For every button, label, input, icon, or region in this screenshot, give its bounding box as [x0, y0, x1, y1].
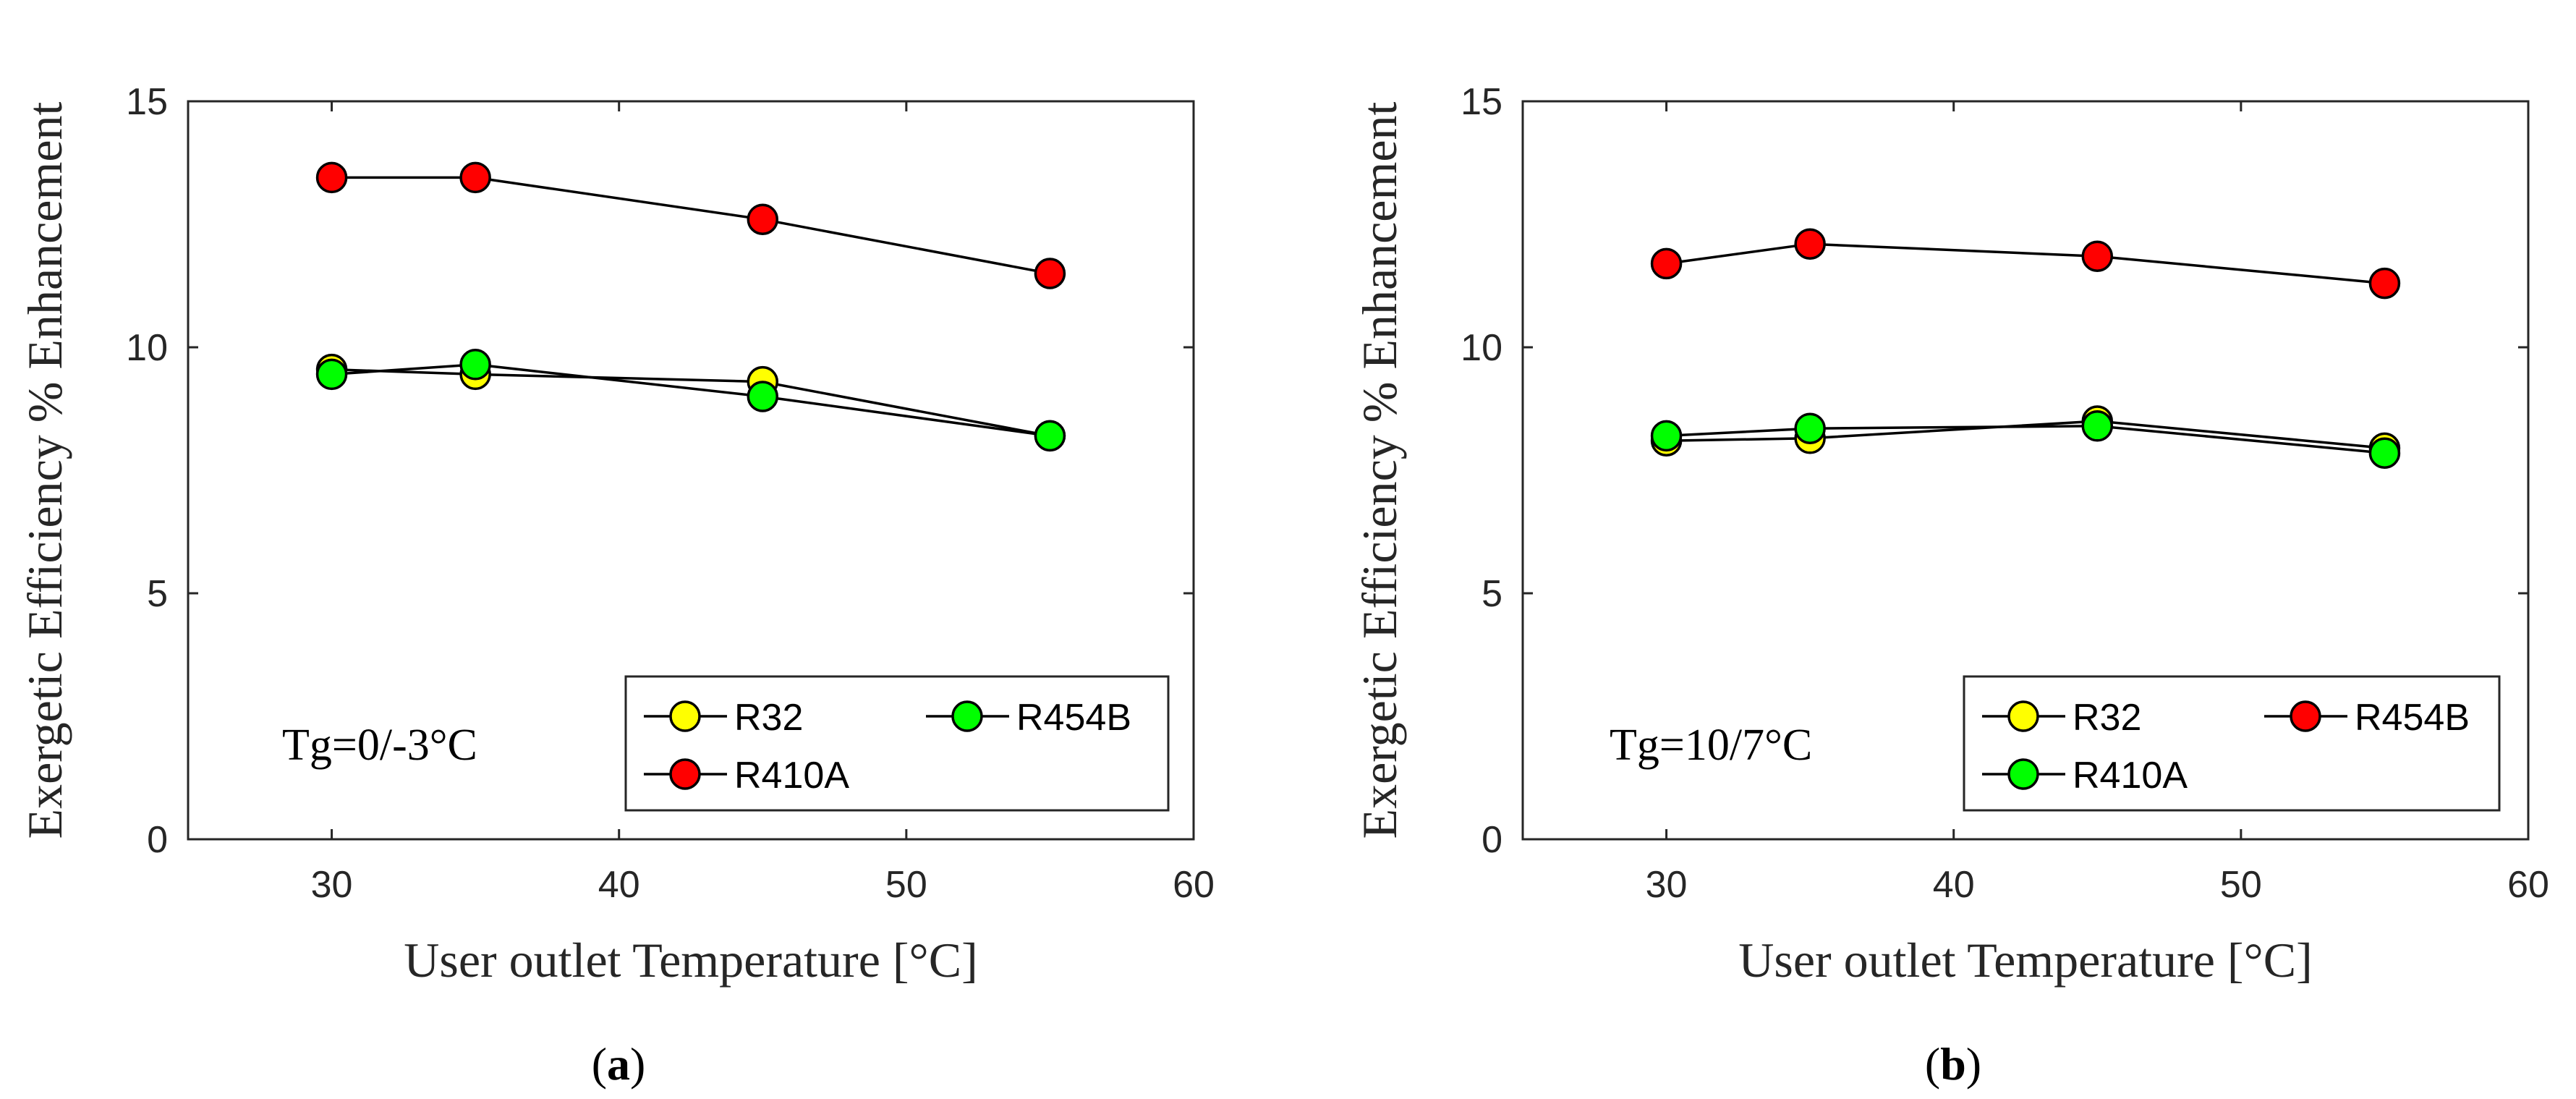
y-axis-label: Exergetic Efficiency % Enhancement: [1352, 101, 1407, 839]
legend: R32 R454B R410A: [624, 675, 1170, 812]
legend-label-r454b: R454B: [2355, 697, 2470, 739]
legend-marker-r410a: [2007, 758, 2039, 790]
data-point-r454b: [315, 358, 348, 391]
legend-marker-r454b: [2290, 700, 2321, 732]
panel-caption: (a): [592, 1038, 646, 1090]
y-tick-label: 5: [1482, 573, 1502, 615]
data-point-r410a: [2368, 437, 2401, 469]
x-tick-label: 40: [598, 864, 640, 906]
data-point-r410a: [1034, 258, 1066, 289]
x-tick-label: 60: [2507, 864, 2549, 906]
caption-open-paren: (: [1925, 1038, 1940, 1090]
caption-close-paren: ): [630, 1038, 645, 1090]
legend: R32 R454B R410A: [1963, 675, 2501, 812]
x-tick-label: 30: [1646, 864, 1688, 906]
legend-marker-r454b: [951, 700, 983, 732]
series-line-r454b: [331, 363, 1050, 438]
data-point-r454b: [459, 349, 491, 381]
legend-label-r32: R32: [734, 697, 803, 739]
series-line-r454b: [1666, 242, 2385, 285]
y-tick-label: 0: [1482, 819, 1502, 861]
x-tick-label: 50: [885, 864, 927, 906]
panel-a: 30 40 50 60 0 5 10 15 User outlet Temperature [°…: [17, 81, 1215, 1090]
legend-box: [624, 675, 1170, 812]
condition-annotation: Tg=10/7°C: [1610, 721, 1812, 770]
y-tick-label: 10: [126, 327, 168, 369]
x-axis-label: User outlet Temperature [°C]: [1738, 933, 2312, 988]
caption-close-paren: ): [1966, 1038, 1981, 1090]
panel-caption: (b): [1925, 1038, 1981, 1090]
data-point-r454b: [1034, 420, 1066, 452]
legend-label-r410a: R410A: [2073, 755, 2188, 797]
y-tick-label: 15: [126, 81, 168, 123]
legend-label-r454b: R454B: [1016, 697, 1131, 739]
legend-label-r32: R32: [2073, 697, 2141, 739]
legend-marker-r32: [2007, 700, 2039, 732]
series-line-r410a: [331, 176, 1050, 275]
condition-annotation: Tg=0/-3°C: [282, 721, 477, 770]
data-point-r454b: [1650, 247, 1683, 280]
data-point-r410a: [747, 203, 779, 235]
y-tick-label: 10: [1461, 327, 1502, 369]
series-line-r410a: [1666, 425, 2385, 454]
legend-box: [1963, 675, 2501, 812]
y-tick-label: 0: [147, 819, 168, 861]
y-axis-label: Exergetic Efficiency % Enhancement: [17, 101, 72, 839]
legend-label-r410a: R410A: [734, 755, 849, 797]
data-point-r454b: [2368, 267, 2401, 300]
data-point-r410a: [2081, 410, 2114, 442]
data-point-r454b: [1794, 228, 1826, 260]
data-point-r410a: [1650, 420, 1683, 452]
data-point-r410a: [315, 161, 348, 194]
caption-open-paren: (: [592, 1038, 607, 1090]
data-point-r410a: [1794, 412, 1826, 444]
data-point-r454b: [747, 381, 779, 412]
x-tick-label: 30: [311, 864, 353, 906]
panel-b: 30 40 50 60 0 5 10 15 User outlet Temperature [°…: [1352, 81, 2549, 1090]
legend-marker-r410a: [669, 758, 701, 790]
series-line-r32: [331, 368, 1050, 438]
y-tick-label: 5: [147, 573, 168, 615]
data-point-r410a: [459, 161, 491, 194]
x-tick-label: 40: [1933, 864, 1975, 906]
series-line-r32: [1666, 420, 2385, 450]
x-axis-label: User outlet Temperature [°C]: [404, 933, 977, 988]
legend-marker-r32: [669, 700, 701, 732]
y-tick-label: 15: [1461, 81, 1502, 123]
x-tick-label: 50: [2220, 864, 2262, 906]
data-point-r454b: [2081, 240, 2114, 272]
x-tick-label: 60: [1173, 864, 1215, 906]
caption-letter: a: [607, 1038, 630, 1090]
caption-letter: b: [1940, 1038, 1966, 1090]
